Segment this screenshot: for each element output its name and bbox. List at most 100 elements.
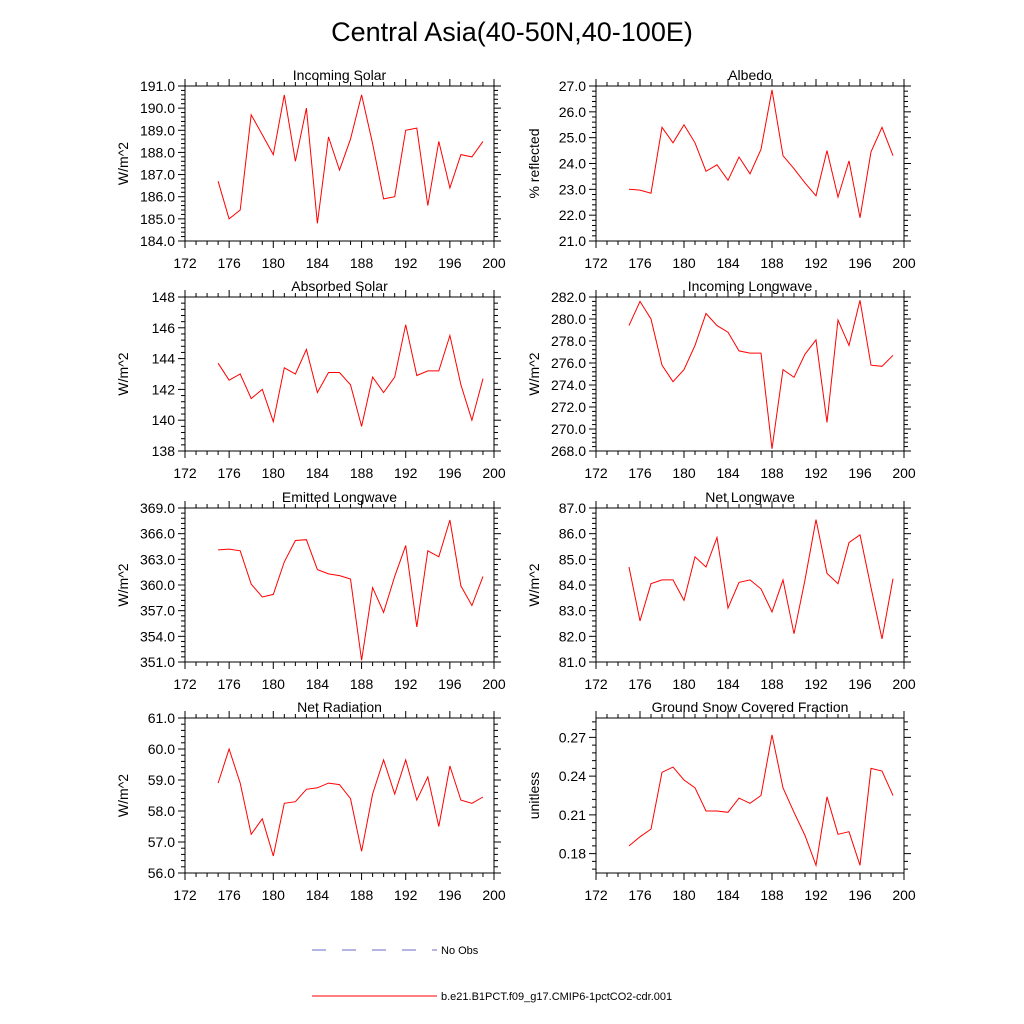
panel-title: Emitted Longwave (282, 489, 397, 505)
y-tick-label: 268.0 (551, 443, 586, 459)
y-tick-label: 146 (152, 320, 176, 336)
x-tick-label: 192 (394, 887, 418, 903)
x-tick-label: 184 (306, 465, 330, 481)
plot-frame (595, 296, 905, 452)
y-tick-label: 188.0 (140, 144, 175, 160)
y-tick-label: 270.0 (551, 421, 586, 437)
x-tick-label: 192 (804, 676, 828, 692)
y-tick-label: 60.0 (148, 741, 175, 757)
y-tick-label: 0.24 (559, 768, 586, 784)
panel-title: Net Radiation (297, 699, 382, 715)
y-tick-label: 184.0 (140, 233, 175, 249)
y-tick-label: 24.0 (559, 156, 586, 172)
y-axis-label: unitless (526, 772, 542, 819)
y-tick-label: 57.0 (148, 834, 175, 850)
y-tick-label: 56.0 (148, 865, 175, 881)
x-tick-label: 176 (628, 676, 652, 692)
x-tick-label: 188 (350, 465, 374, 481)
y-tick-label: 21.0 (559, 233, 586, 249)
y-tick-label: 366.0 (140, 526, 175, 542)
x-tick-label: 176 (217, 465, 241, 481)
y-tick-label: 354.0 (140, 628, 175, 644)
x-tick-label: 200 (482, 255, 506, 271)
panel-title: Incoming Solar (293, 67, 387, 83)
x-tick-label: 192 (394, 465, 418, 481)
x-tick-label: 184 (306, 887, 330, 903)
y-tick-label: 0.18 (559, 846, 586, 862)
panel-title: Albedo (728, 67, 772, 83)
x-tick-label: 180 (262, 255, 286, 271)
y-tick-label: 187.0 (140, 167, 175, 183)
x-tick-label: 180 (672, 255, 696, 271)
x-tick-label: 200 (892, 887, 916, 903)
series-line-net-radiation (217, 747, 484, 857)
panel-absorbed-solar: Absorbed Solar W/m^2 172 176 180 184 188 192 196… (115, 278, 506, 481)
x-tick-label: 192 (394, 676, 418, 692)
y-tick-label: 0.21 (559, 807, 586, 823)
plot-frame (184, 717, 495, 874)
panel-albedo: Albedo % reflected 172 176 180 184 188 192 196 20… (526, 67, 916, 271)
y-tick-label: 369.0 (140, 500, 175, 516)
y-tick-label: 274.0 (551, 377, 586, 393)
y-tick-label: 351.0 (140, 654, 175, 670)
x-tick-label: 188 (760, 676, 784, 692)
plot-frame (184, 507, 495, 663)
x-tick-label: 196 (848, 887, 872, 903)
x-tick-label: 172 (173, 465, 197, 481)
plot-frame (595, 717, 905, 874)
y-axis-label: W/m^2 (115, 142, 131, 185)
series-line-absorbed-solar (217, 324, 484, 427)
y-tick-label: 148 (152, 289, 176, 305)
x-tick-label: 184 (716, 676, 740, 692)
y-axis-label: % reflected (526, 128, 542, 198)
figure-title: Central Asia(40-50N,40-100E) (331, 17, 693, 47)
y-tick-label: 280.0 (551, 311, 586, 327)
y-tick-label: 85.0 (559, 551, 586, 567)
y-tick-label: 61.0 (148, 710, 175, 726)
x-tick-label: 176 (217, 676, 241, 692)
series-line-ground-snow-covered-fraction (628, 734, 894, 868)
y-axis-label: W/m^2 (115, 563, 131, 606)
y-tick-label: 142 (152, 381, 176, 397)
x-tick-label: 172 (584, 255, 608, 271)
y-tick-label: 25.0 (559, 130, 586, 146)
y-tick-label: 82.0 (559, 628, 586, 644)
x-tick-label: 180 (672, 465, 696, 481)
panel-title: Ground Snow Covered Fraction (652, 699, 849, 715)
x-tick-label: 172 (584, 887, 608, 903)
panel-title: Net Longwave (705, 489, 795, 505)
series-line-incoming-longwave (628, 300, 894, 449)
x-tick-label: 188 (760, 255, 784, 271)
x-tick-label: 172 (584, 465, 608, 481)
panel-title: Incoming Longwave (688, 278, 813, 294)
series-line-emitted-longwave (218, 519, 484, 661)
y-tick-label: 138 (152, 443, 176, 459)
y-tick-label: 144 (152, 351, 176, 367)
x-tick-label: 192 (804, 465, 828, 481)
y-tick-label: 357.0 (140, 603, 175, 619)
y-tick-label: 185.0 (140, 211, 175, 227)
x-tick-label: 172 (584, 676, 608, 692)
x-tick-label: 200 (892, 255, 916, 271)
y-axis-label: W/m^2 (115, 774, 131, 817)
y-tick-label: 276.0 (551, 355, 586, 371)
x-tick-label: 172 (173, 676, 197, 692)
x-tick-label: 176 (217, 255, 241, 271)
x-tick-label: 196 (438, 676, 462, 692)
x-tick-label: 192 (394, 255, 418, 271)
x-tick-label: 196 (848, 676, 872, 692)
legend: No Obs b.e21.B1PCT.f09_g17.CMIP6-1pctCO2… (312, 945, 672, 1003)
y-tick-label: 0.27 (559, 729, 586, 745)
panel-incoming-longwave: Incoming Longwave W/m^2 172 176 180 184 188 192… (526, 278, 916, 481)
panel-incoming-solar: Incoming Solar W/m^2 172 176 180 184 188 192 196… (115, 67, 506, 271)
plot-frame (184, 85, 495, 242)
panel-ground-snow-covered-fraction: Ground Snow Covered Fraction unitless 172 1… (526, 699, 916, 903)
y-tick-label: 87.0 (559, 500, 586, 516)
x-tick-label: 180 (262, 887, 286, 903)
x-tick-label: 184 (306, 676, 330, 692)
x-tick-label: 200 (482, 887, 506, 903)
y-tick-label: 278.0 (551, 333, 586, 349)
series-line-incoming-solar (217, 94, 484, 224)
series-line-albedo (628, 89, 894, 218)
